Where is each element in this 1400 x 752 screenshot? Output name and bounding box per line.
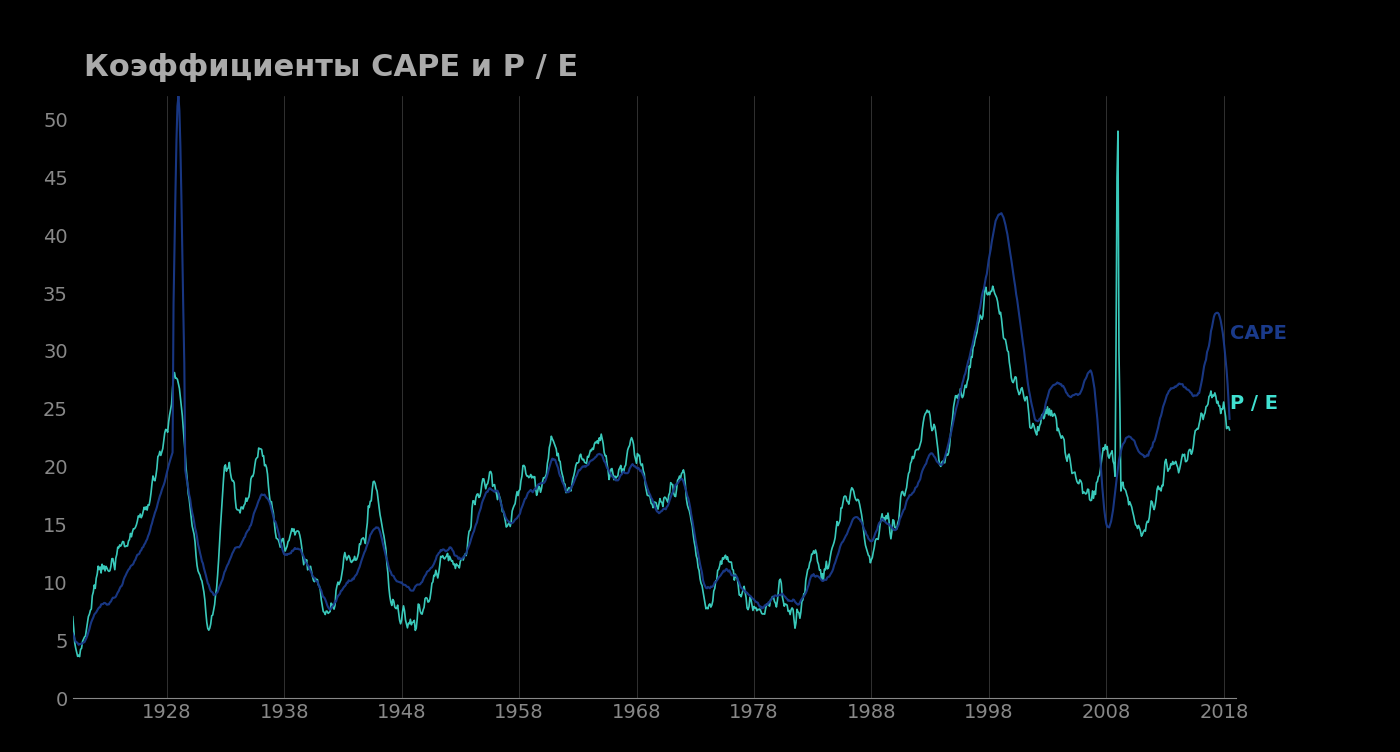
Text: Коэффициенты CAPE и P / E: Коэффициенты CAPE и P / E [84,53,578,82]
Text: P / E: P / E [1229,393,1278,413]
Text: CAPE: CAPE [1229,324,1287,343]
